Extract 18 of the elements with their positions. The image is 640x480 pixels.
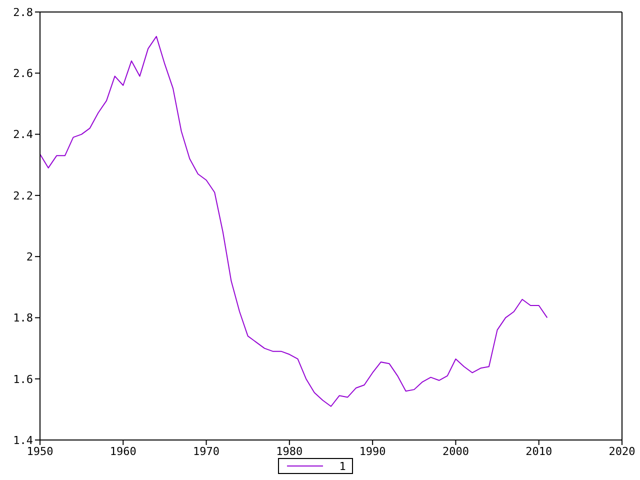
- y-tick-label: 1.4: [13, 434, 34, 447]
- y-tick-label: 1.6: [13, 372, 33, 386]
- y-tick-label: 2.6: [13, 67, 33, 80]
- x-tick-label: 1970: [193, 444, 220, 458]
- x-tick-label: 1980: [276, 444, 303, 458]
- y-tick-label: 2.4: [13, 128, 34, 142]
- y-tick-label: 1.8: [13, 312, 33, 325]
- line-series: [40, 36, 548, 407]
- x-tick-label: 2010: [526, 444, 552, 458]
- legend-label: 1: [339, 460, 346, 472]
- y-tick-label: 2.2: [13, 189, 33, 202]
- x-tick-label: 1990: [359, 444, 386, 458]
- y-tick-label: 2.8: [13, 6, 33, 19]
- x-tick-label: 2000: [442, 444, 469, 458]
- x-tick-label: 1950: [26, 444, 54, 458]
- x-tick-label: 1960: [110, 444, 136, 458]
- x-tick-label: 2020: [608, 444, 636, 458]
- y-tick-label: 2: [26, 250, 33, 264]
